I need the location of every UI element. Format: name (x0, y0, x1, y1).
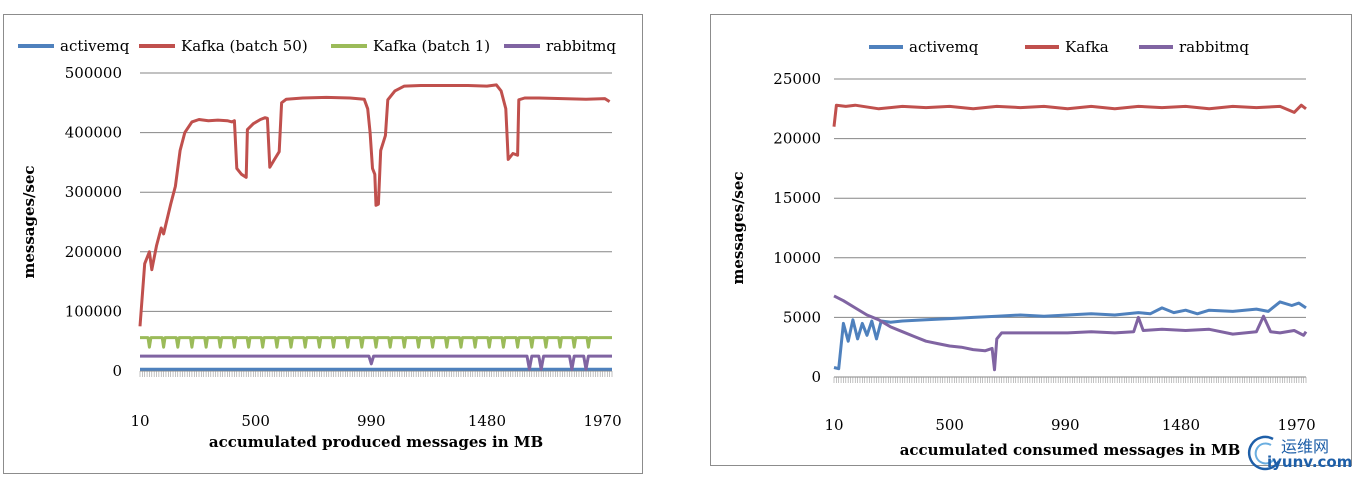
chart-produced: 0 100000 200000 300000 400000 500000 10 500 990 1… (18, 37, 622, 451)
legend-label-kafka-batch-50: Kafka (batch 50) (181, 37, 308, 55)
series-line-kafka-batch-50 (138, 83, 611, 327)
x-tick-label: 990 (357, 412, 386, 430)
legend-label-rabbitmq: rabbitmq (1179, 38, 1249, 56)
watermark: 运维网 iyunv.com (1243, 431, 1353, 475)
chart-consumed: 0 5000 10000 15000 20000 25000 10 500 990 1480 197… (729, 38, 1316, 459)
series-line-activemq (833, 300, 1307, 371)
y-tick-label: 200000 (65, 243, 122, 261)
x-axis-title: accumulated produced messages in MB (209, 433, 543, 451)
watermark-logo-icon (1247, 435, 1281, 471)
x-tick-label: 1480 (1162, 416, 1200, 434)
y-tick-label: 400000 (65, 124, 122, 142)
series-line-kafka-batch-1 (140, 336, 612, 349)
legend-label-kafka: Kafka (1065, 38, 1109, 56)
y-tick-label: 5000 (783, 308, 821, 326)
y-tick-label: 15000 (773, 189, 821, 207)
series-line-rabbitmq (833, 294, 1308, 372)
legend-label-activemq: activemq (909, 38, 979, 56)
chart-panel-consumed: 0 5000 10000 15000 20000 25000 10 500 990 1480 197… (710, 14, 1352, 466)
watermark-cn-text: 运维网 (1281, 437, 1330, 456)
y-tick-label: 0 (112, 362, 122, 380)
y-tick-label: 20000 (773, 130, 821, 148)
x-tick-label: 1970 (1277, 416, 1315, 434)
x-tick-label: 500 (241, 412, 270, 430)
y-tick-label: 10000 (773, 249, 821, 267)
y-tick-label: 100000 (65, 302, 122, 320)
y-tick-label: 500000 (65, 64, 122, 82)
x-tick-label: 10 (824, 416, 843, 434)
legend-label-kafka-batch-1: Kafka (batch 1) (373, 37, 490, 55)
legend-label-rabbitmq: rabbitmq (546, 37, 616, 55)
chart-panel-produced: 0 100000 200000 300000 400000 500000 10 500 990 1… (3, 14, 643, 474)
series-line-rabbitmq (140, 354, 612, 371)
y-tick-label: 300000 (65, 183, 122, 201)
y-axis-title: messages/sec (20, 165, 38, 278)
watermark-en-text: iyunv.com (1267, 453, 1353, 471)
x-tick-label: 1480 (468, 412, 506, 430)
x-tick-label: 1970 (583, 412, 621, 430)
y-tick-label: 0 (811, 368, 821, 386)
y-axis-title: messages/sec (729, 171, 747, 284)
x-tick-label: 500 (935, 416, 964, 434)
series-line-kafka (832, 103, 1307, 127)
x-tick-label: 990 (1051, 416, 1080, 434)
legend-label-activemq: activemq (60, 37, 130, 55)
x-tick-label: 10 (130, 412, 149, 430)
y-tick-label: 25000 (773, 70, 821, 88)
x-axis-title: accumulated consumed messages in MB (900, 441, 1241, 459)
